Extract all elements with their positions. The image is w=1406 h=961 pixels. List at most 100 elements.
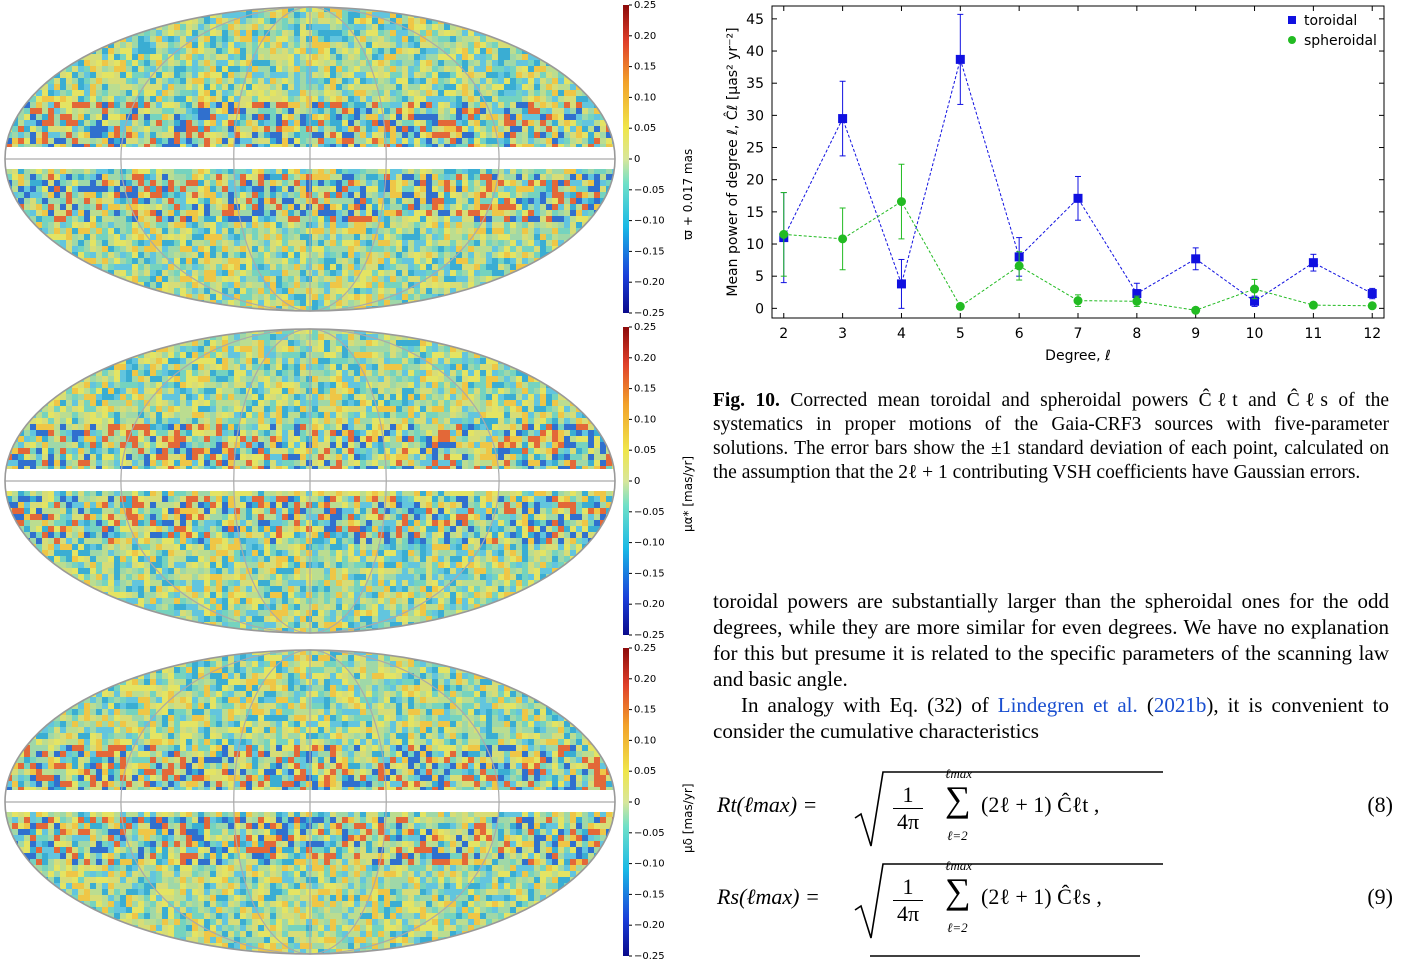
data-point-toroidal (838, 114, 847, 123)
colorbar-tick-label: −0.25 (634, 630, 665, 640)
data-point-spheroidal (1368, 301, 1377, 310)
colorbar-tick-label: 0 (634, 154, 640, 165)
colorbar-tick-label: −0.15 (634, 889, 665, 900)
colorbar-tick-label: 0 (634, 476, 640, 487)
equation-body: (2ℓ + 1) Ĉℓt , (981, 792, 1099, 818)
legend-marker (1288, 36, 1296, 44)
x-tick-label: 5 (956, 326, 965, 342)
figure-label: Fig. 10. (713, 390, 780, 411)
x-tick-label: 10 (1246, 326, 1264, 342)
colorbar-tick-label: 0.05 (634, 445, 656, 456)
denominator: 4π (893, 901, 923, 927)
data-point-toroidal (1309, 258, 1318, 267)
data-point-toroidal (1074, 194, 1083, 203)
data-point-toroidal (1368, 289, 1377, 298)
legend-label: spheroidal (1304, 33, 1377, 49)
colorbar-tick-label: 0.10 (634, 92, 656, 103)
y-tick-label: 30 (746, 108, 764, 124)
data-point-spheroidal (897, 197, 906, 206)
x-tick-label: 12 (1363, 326, 1381, 342)
sky-map-image (0, 0, 620, 318)
y-tick-label: 5 (755, 269, 764, 285)
y-tick-label: 15 (746, 205, 764, 221)
data-point-spheroidal (838, 234, 847, 243)
colorbar-tick-label: −0.25 (634, 308, 665, 318)
colorbar-tick-label: 0.25 (634, 643, 656, 654)
colorbar-tick-label: −0.10 (634, 216, 665, 227)
sqrt-sign (853, 862, 1353, 942)
x-tick-label: 7 (1074, 326, 1083, 342)
colorbar-tick-label: −0.15 (634, 246, 665, 257)
colorbar-tick-label: −0.20 (634, 277, 665, 288)
sqrt-sign (853, 770, 1353, 850)
caption-text: Corrected mean toroidal and spheroidal p… (713, 390, 1389, 483)
body-paragraph-1: toroidal powers are substantially larger… (713, 588, 1389, 692)
x-tick-label: 2 (779, 326, 788, 342)
colorbar-tick-label: 0 (634, 797, 640, 808)
paragraph-text: toroidal powers are substantially larger… (713, 589, 1389, 691)
data-point-spheroidal (1074, 296, 1083, 305)
x-tick-label: 6 (1015, 326, 1024, 342)
paren: ( (1138, 693, 1154, 717)
sum-lower-limit: ℓ=2 (947, 920, 968, 936)
y-tick-label: 20 (746, 173, 764, 189)
sky-map-image (0, 322, 620, 640)
colorbar-tick-label: 0.05 (634, 766, 656, 777)
numerator: 1 (893, 782, 923, 809)
body-paragraph-2: In analogy with Eq. (32) of Lindegren et… (713, 692, 1389, 744)
equation-number: (9) (1367, 884, 1393, 910)
colorbar-tick-label: 0.25 (634, 322, 656, 333)
y-tick-label: 40 (746, 44, 764, 60)
numerator: 1 (893, 874, 923, 901)
citation-link[interactable]: Lindegren et al. (998, 693, 1138, 717)
data-point-spheroidal (1309, 301, 1318, 310)
data-point-spheroidal (956, 302, 965, 311)
y-tick-label: 0 (755, 301, 764, 317)
colorbar-gradient (623, 648, 629, 956)
data-point-spheroidal (1250, 285, 1259, 294)
colorbar-tick-label: 0.10 (634, 414, 656, 425)
colorbar-tick-label: −0.10 (634, 538, 665, 549)
colorbar-gradient (623, 5, 629, 313)
colorbar-tick-label: −0.05 (634, 185, 665, 196)
colorbar-tick-label: 0.10 (634, 735, 656, 746)
data-point-spheroidal (1132, 297, 1141, 306)
data-point-toroidal (1191, 254, 1200, 263)
equation-lhs: Rt(ℓmax) = (717, 792, 817, 818)
legend-label: toroidal (1304, 13, 1357, 29)
sum-symbol: ∑ (945, 778, 971, 820)
colorbar-label: ϖ + 0.017 mas (681, 149, 695, 240)
sum-symbol: ∑ (945, 870, 971, 912)
colorbar-tick-label: 0.15 (634, 384, 656, 395)
plot-frame (772, 6, 1384, 318)
colorbar-tick-label: 0.05 (634, 123, 656, 134)
y-tick-label: 45 (746, 12, 764, 28)
colorbar-gradient (623, 327, 629, 635)
colorbar-tick-label: 0.20 (634, 31, 656, 42)
legend-marker (1288, 16, 1296, 24)
colorbar-tick-label: 0.15 (634, 705, 656, 716)
data-point-toroidal (956, 55, 965, 64)
citation-year-link[interactable]: 2021b (1154, 693, 1207, 717)
colorbar-tick-label: −0.05 (634, 828, 665, 839)
sky-map-image (0, 643, 620, 961)
colorbar-label: μδ [mas/yr] (681, 783, 695, 853)
data-point-spheroidal (1015, 261, 1024, 270)
colorbar-tick-label: −0.10 (634, 859, 665, 870)
sum-lower-limit: ℓ=2 (947, 828, 968, 844)
colorbar-tick-label: 0.20 (634, 353, 656, 364)
next-equation-overline (870, 952, 1170, 960)
denominator: 4π (893, 809, 923, 835)
colorbar-label: μα* [mas/yr] (681, 456, 695, 532)
colorbar-tick-label: −0.05 (634, 507, 665, 518)
x-tick-label: 3 (838, 326, 847, 342)
data-point-toroidal (897, 279, 906, 288)
colorbar-tick-label: −0.20 (634, 599, 665, 610)
figure-caption: Fig. 10. Corrected mean toroidal and sph… (713, 389, 1389, 485)
data-point-spheroidal (779, 230, 788, 239)
x-tick-label: 9 (1191, 326, 1200, 342)
